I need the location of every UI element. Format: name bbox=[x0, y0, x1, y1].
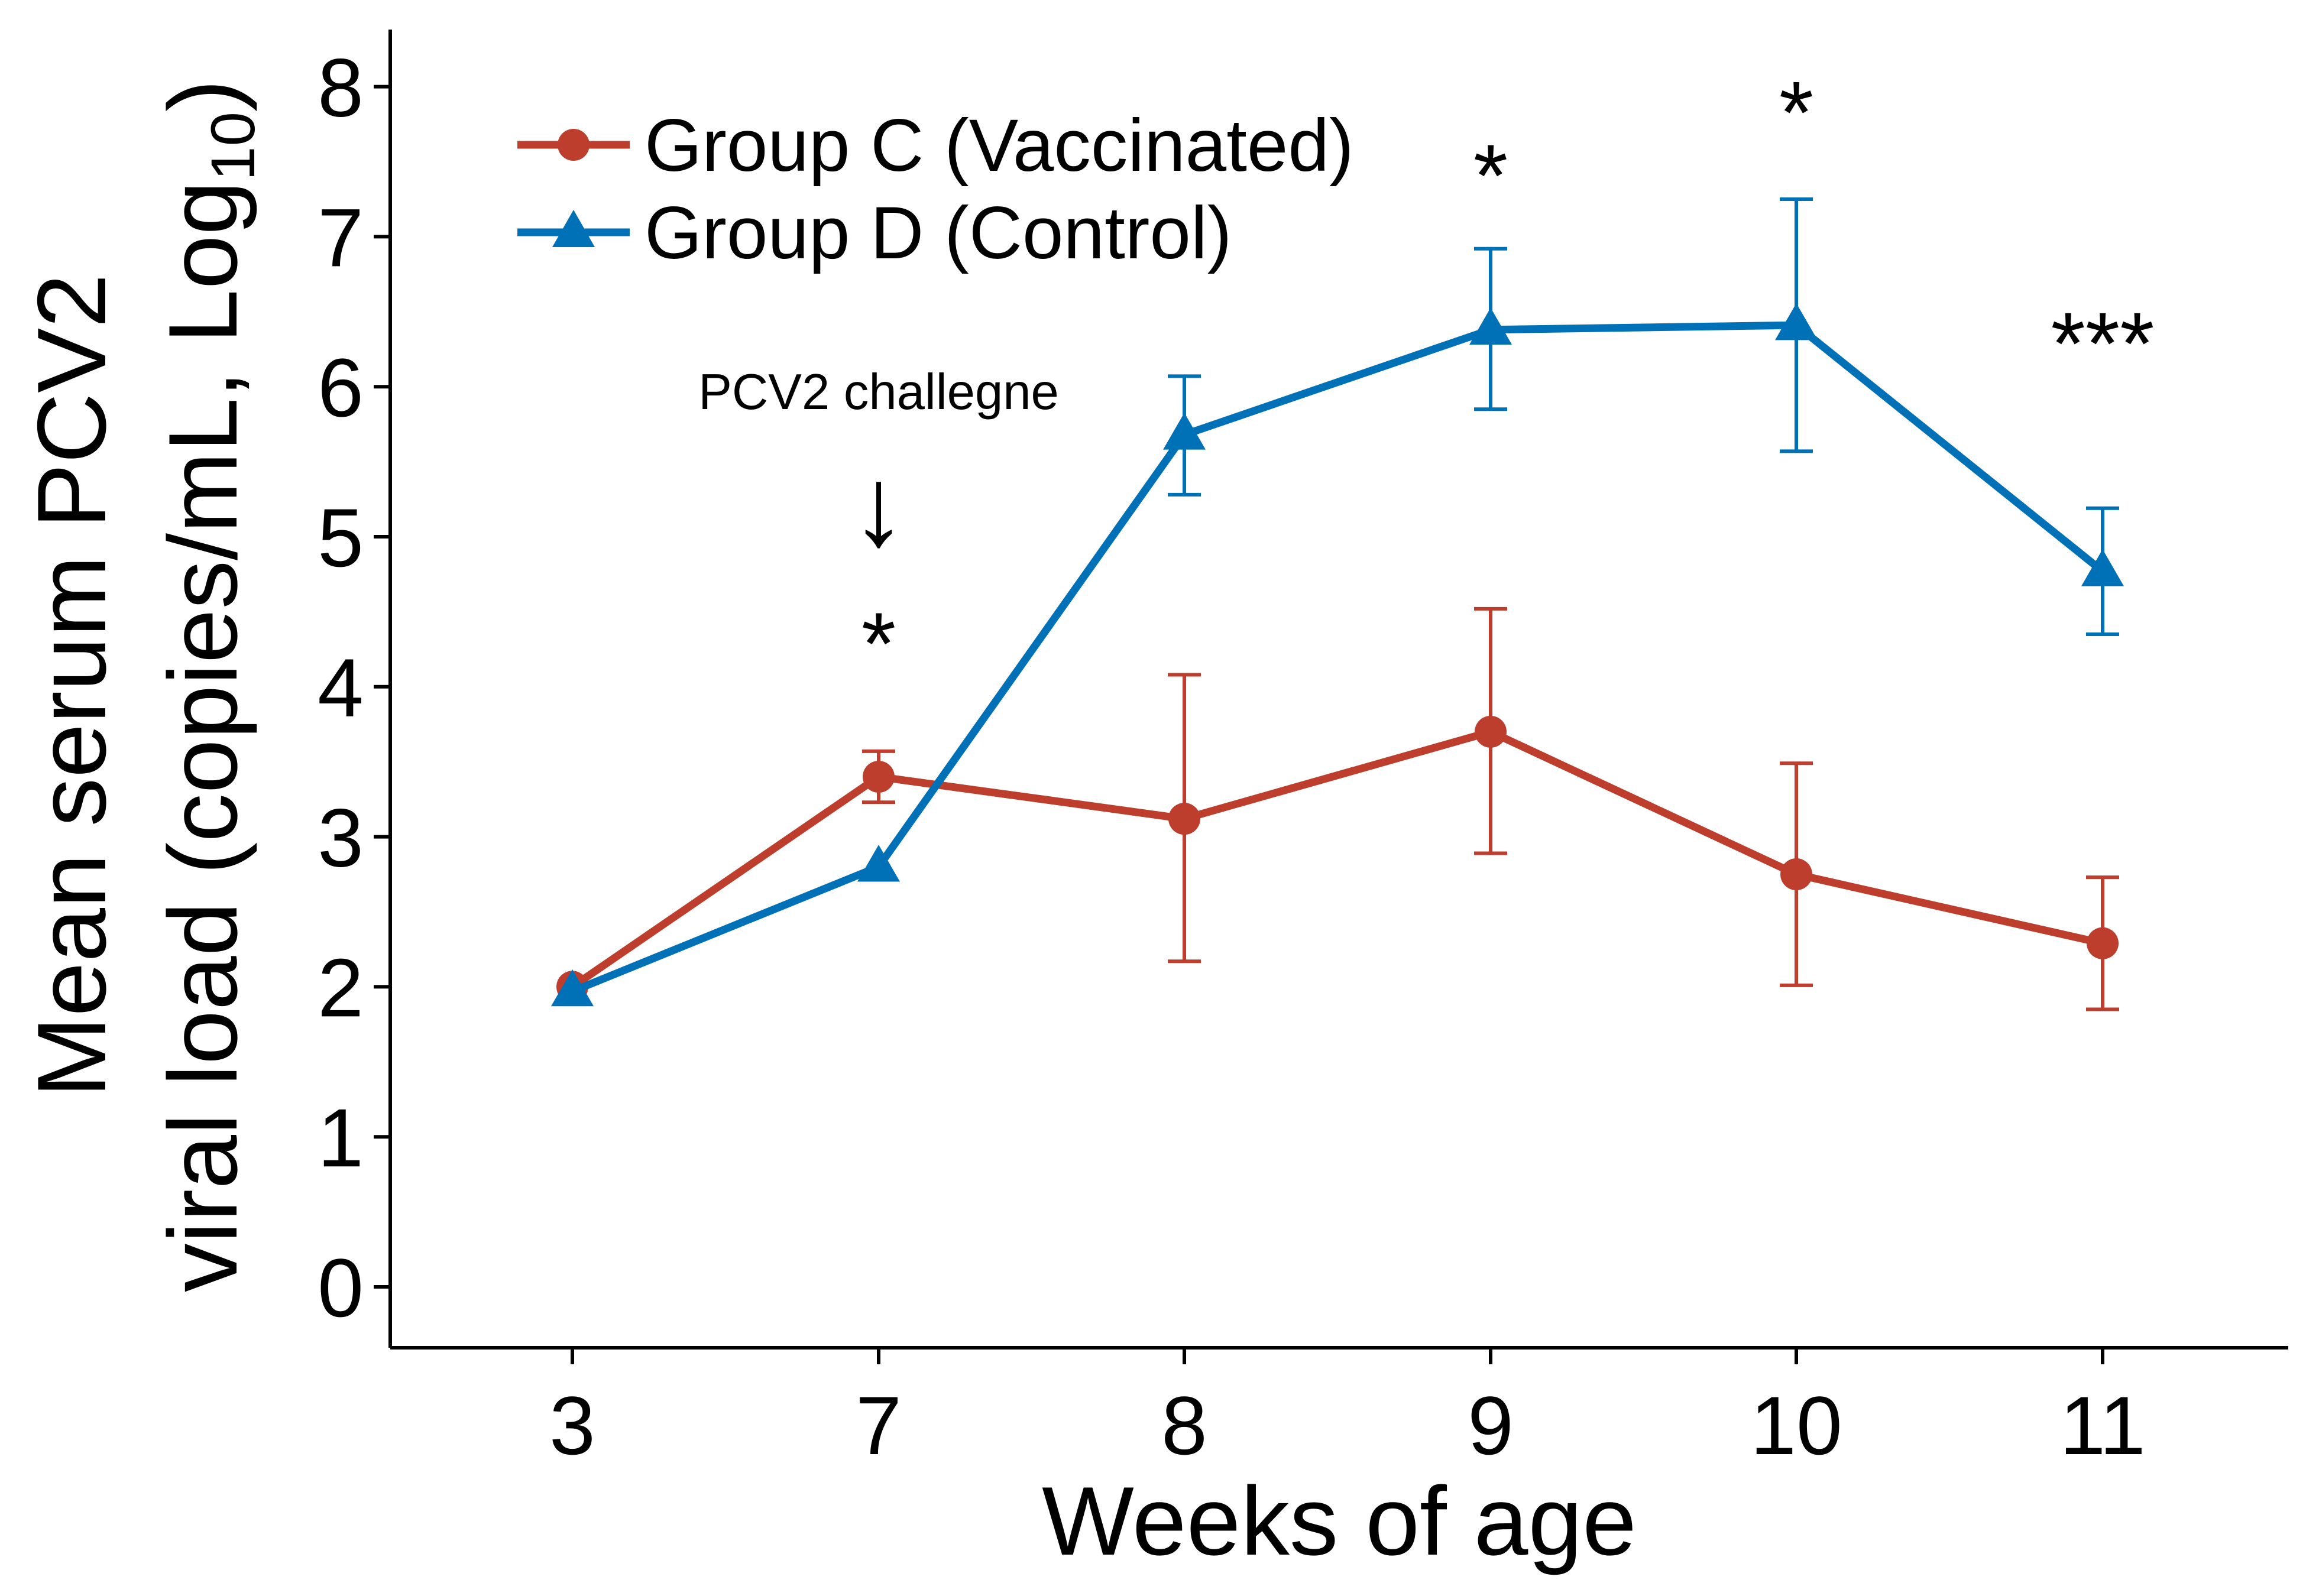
x-tick-label: 11 bbox=[2059, 1379, 2145, 1472]
data-point bbox=[551, 969, 594, 1007]
annotations: PCV2 challegne ↓ ****** bbox=[698, 63, 2154, 693]
y-tick-label: 0 bbox=[318, 1241, 364, 1334]
series-group-d bbox=[551, 197, 2124, 1007]
data-point bbox=[1168, 803, 1200, 835]
x-tick-label: 9 bbox=[1468, 1379, 1514, 1472]
y-axis-title-line1: Mean serum PCV2 bbox=[17, 274, 126, 1098]
x-tick-label: 10 bbox=[1750, 1379, 1842, 1472]
data-point bbox=[1780, 858, 1812, 891]
y-axis-title-line2-prefix: viral load (copies/mL, Log bbox=[148, 181, 257, 1292]
data-point bbox=[1469, 307, 1512, 345]
x-tick-label: 7 bbox=[856, 1379, 902, 1472]
significance-marker: *** bbox=[2051, 294, 2154, 393]
y-tick-label: 3 bbox=[318, 791, 364, 884]
legend-marker-triangle-icon bbox=[552, 210, 595, 247]
legend: Group C (Vaccinated)Group D (Control) bbox=[517, 105, 1354, 274]
y-tick-label: 1 bbox=[318, 1091, 364, 1184]
series-line bbox=[570, 728, 2104, 990]
legend-label: Group D (Control) bbox=[644, 192, 1232, 274]
series-line bbox=[571, 321, 2106, 995]
data-point bbox=[857, 845, 900, 882]
axes: 0 1 2 3 4 5 6 7 8 3 7 8 9 10 11 bbox=[318, 30, 2288, 1472]
legend-marker-circle-icon bbox=[558, 129, 590, 161]
y-tick-label: 6 bbox=[318, 341, 364, 434]
data-point bbox=[2087, 927, 2119, 959]
data-point bbox=[1163, 413, 1206, 450]
y-axis-title: Mean serum PCV2 viral load (copies/mL, L… bbox=[17, 79, 268, 1292]
y-tick-label: 7 bbox=[318, 191, 364, 284]
x-axis-title: Weeks of age bbox=[1042, 1467, 1637, 1575]
series-group-c bbox=[556, 606, 2119, 1011]
y-tick-label: 8 bbox=[318, 41, 364, 134]
significance-marker: * bbox=[1779, 63, 1813, 162]
x-tick-label: 8 bbox=[1161, 1379, 1207, 1472]
data-point bbox=[1475, 715, 1507, 748]
challenge-annotation-text: PCV2 challegne bbox=[698, 364, 1059, 420]
y-tick-label: 5 bbox=[318, 491, 364, 584]
significance-marker: * bbox=[1473, 126, 1508, 225]
series-layer bbox=[551, 197, 2124, 1011]
y-tick-label: 4 bbox=[318, 641, 364, 734]
significance-marker: * bbox=[861, 594, 896, 693]
x-tick-label: 3 bbox=[549, 1379, 595, 1472]
challenge-arrow-icon: ↓ bbox=[851, 444, 907, 569]
y-tick-label: 2 bbox=[318, 941, 364, 1034]
y-axis-title-subscript: 10 bbox=[199, 112, 268, 181]
data-point bbox=[1775, 303, 1818, 340]
data-point bbox=[863, 761, 895, 793]
y-axis-title-line2: viral load (copies/mL, Log10) bbox=[148, 79, 268, 1292]
legend-label: Group C (Vaccinated) bbox=[644, 105, 1354, 187]
data-point bbox=[2081, 549, 2124, 586]
y-axis-title-line2-suffix: ) bbox=[148, 79, 257, 112]
